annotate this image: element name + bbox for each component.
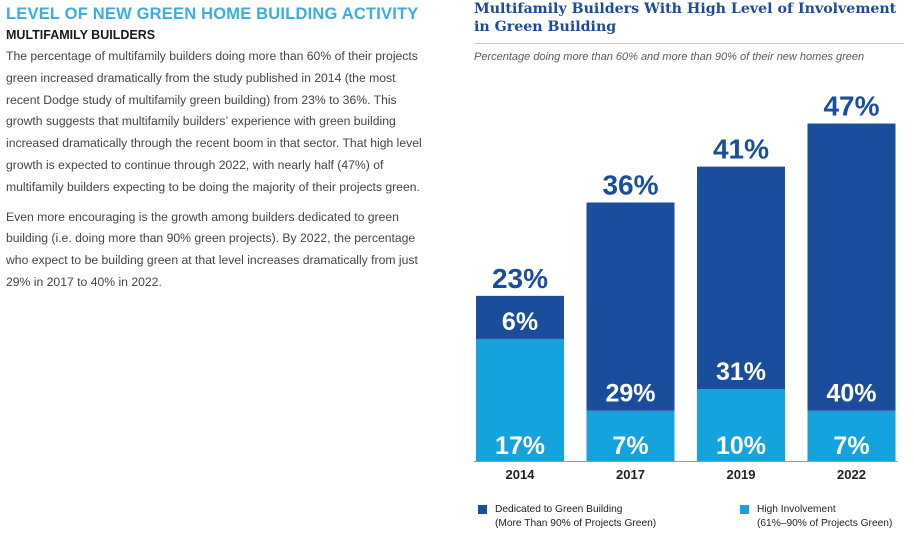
x-tick-2019: 2019 (727, 467, 756, 482)
x-tick-2017: 2017 (616, 467, 645, 482)
bar-dedicated-2022 (807, 123, 896, 411)
bar-high-2014 (476, 338, 564, 461)
bar-high-2017 (586, 410, 675, 461)
label-high-2022: 7% (833, 432, 869, 460)
label-high-2019: 10% (716, 432, 766, 460)
label-high-2014: 17% (495, 432, 545, 460)
label-dedicated-2022: 40% (826, 380, 876, 408)
chart-subtitle: Percentage doing more than 60% and more … (474, 51, 865, 63)
bar-high-2022 (807, 410, 896, 461)
legend-high-line1: High Involvement (757, 504, 836, 515)
x-tick-2022: 2022 (837, 467, 866, 482)
label-total-2014: 23% (492, 263, 548, 294)
label-total-2022: 47% (823, 91, 879, 122)
bar-dedicated-2014 (476, 295, 564, 339)
legend-swatch-dedicated (478, 505, 487, 514)
legend-swatch-high (740, 505, 749, 514)
title-divider (474, 43, 904, 44)
paragraph-1: The percentage of multifamily builders d… (6, 49, 422, 194)
label-dedicated-2017: 29% (605, 380, 655, 408)
label-high-2017: 7% (612, 432, 648, 460)
legend-high-line2: (61%–90% of Projects Green) (757, 518, 893, 529)
label-dedicated-2014: 6% (502, 308, 538, 336)
subsection-title: MULTIFAMILY BUILDERS (6, 28, 156, 42)
label-dedicated-2019: 31% (716, 358, 766, 386)
article-text: LEVEL OF NEW GREEN HOME BUILDING ACTIVIT… (6, 4, 426, 294)
label-total-2017: 36% (602, 170, 658, 201)
label-total-2019: 41% (713, 134, 769, 165)
legend-dedicated-line1: Dedicated to Green Building (495, 504, 623, 515)
legend-dedicated-line2: (More Than 90% of Projects Green) (495, 518, 657, 529)
bar-dedicated-2019 (697, 166, 785, 390)
paragraph-2: Even more encouraging is the growth amon… (6, 209, 418, 289)
bar-high-2019 (697, 389, 785, 461)
chart-title: Multifamily Builders With High Level of … (474, 1, 897, 35)
x-tick-2014: 2014 (506, 467, 536, 482)
bar-dedicated-2017 (586, 202, 675, 411)
section-title: LEVEL OF NEW GREEN HOME BUILDING ACTIVIT… (6, 5, 419, 23)
